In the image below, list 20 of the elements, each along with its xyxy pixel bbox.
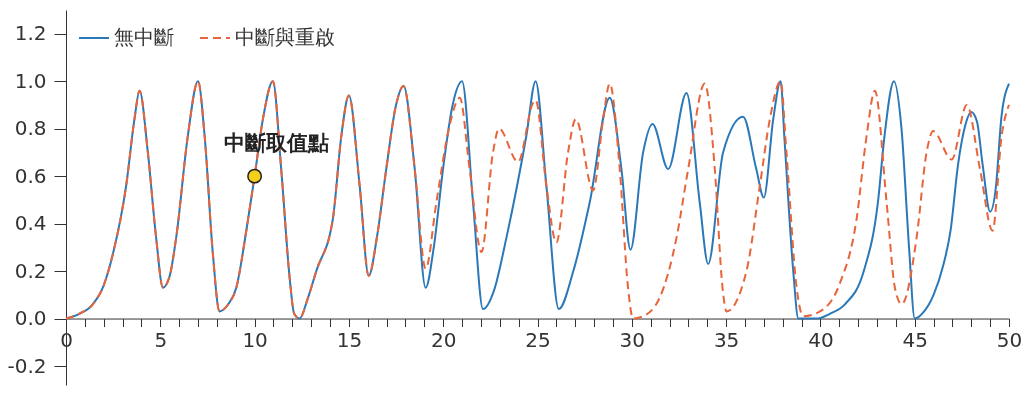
- x-tick-label: 45: [902, 328, 928, 353]
- x-tick-label: 40: [808, 328, 834, 353]
- x-tick-label: 30: [619, 328, 646, 353]
- x-tick-label: 20: [430, 328, 457, 353]
- x-tick-label: 10: [242, 328, 268, 353]
- x-tick-label: 35: [713, 328, 740, 353]
- y-tick-label: 1.2: [14, 21, 47, 46]
- x-tick-label: 50: [996, 328, 1023, 353]
- x-tick-label: 15: [336, 328, 363, 353]
- legend-label: 無中斷: [114, 25, 174, 49]
- y-tick-label: 0.6: [14, 163, 47, 188]
- y-tick-label: 0.0: [14, 306, 47, 331]
- x-tick-label: 5: [154, 328, 168, 353]
- y-tick-label: 0.8: [14, 116, 47, 141]
- y-tick-label: 0.4: [14, 211, 47, 236]
- x-tick-label: 25: [525, 328, 551, 353]
- y-tick-label: 1.0: [14, 68, 47, 93]
- legend-label: 中斷與重啟: [235, 25, 335, 49]
- y-tick-label: -0.2: [7, 353, 47, 378]
- y-tick-label: 0.2: [14, 258, 47, 283]
